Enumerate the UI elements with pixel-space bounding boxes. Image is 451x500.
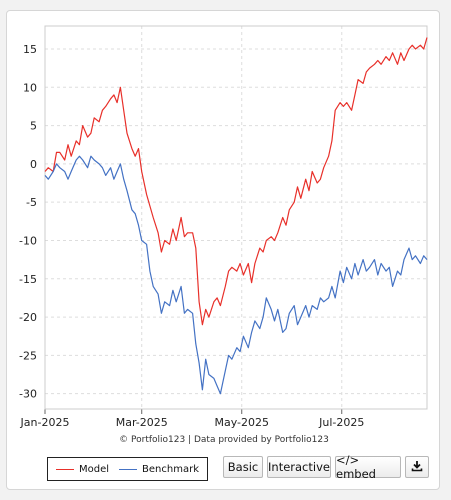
x-tick-label: Jul-2025 bbox=[318, 416, 364, 429]
x-axis: Jan-2025 Mar-2025 May-2025 Jul-2025 bbox=[20, 408, 427, 429]
y-tick-label: 0 bbox=[30, 158, 37, 171]
x-tick-label: May-2025 bbox=[214, 416, 269, 429]
y-tick-label: 10 bbox=[23, 81, 37, 94]
download-button[interactable] bbox=[405, 456, 429, 478]
y-tick-label: -10 bbox=[19, 234, 37, 247]
y-tick-label: -5 bbox=[26, 196, 37, 209]
plot-area bbox=[44, 25, 428, 410]
chart-legend[interactable]: Model Benchmark bbox=[47, 457, 208, 481]
y-tick-label: -30 bbox=[19, 388, 37, 401]
legend-label-model: Model bbox=[79, 463, 110, 475]
legend-item-model[interactable]: Model bbox=[56, 464, 109, 475]
grid bbox=[44, 26, 427, 409]
legend-swatch-benchmark bbox=[119, 468, 138, 470]
series-line-benchmark bbox=[44, 155, 428, 395]
legend-item-benchmark[interactable]: Benchmark bbox=[119, 464, 199, 475]
y-tick-label: -25 bbox=[19, 349, 37, 362]
x-tick-label: Mar-2025 bbox=[116, 416, 168, 429]
y-tick-label: -20 bbox=[19, 311, 37, 324]
x-tick-label: Jan-2025 bbox=[20, 416, 70, 429]
series-line-model bbox=[44, 37, 428, 326]
y-tick-label: 5 bbox=[30, 120, 37, 133]
y-axis: 15 10 5 0 -5 -10 -15 -20 -25 -30 bbox=[19, 43, 37, 401]
y-tick-label: -15 bbox=[19, 273, 37, 286]
legend-swatch-model bbox=[56, 468, 74, 470]
data-credit: © Portfolio123 | Data provided by Portfo… bbox=[119, 435, 329, 445]
chart-card: 15 10 5 0 -5 -10 -15 -20 -25 -30 Jan-2025 Mar-2025… bbox=[6, 10, 440, 490]
line-chart: 15 10 5 0 -5 -10 -15 -20 -25 -30 Jan-2025 Mar-2025… bbox=[19, 25, 428, 429]
embed-button[interactable]: </> embed bbox=[335, 453, 401, 481]
download-icon bbox=[411, 460, 423, 475]
series-lines bbox=[44, 37, 428, 395]
basic-button[interactable]: Basic bbox=[223, 456, 263, 478]
y-tick-label: 15 bbox=[23, 43, 37, 56]
legend-label-benchmark: Benchmark bbox=[142, 463, 199, 475]
interactive-button[interactable]: Interactive bbox=[267, 456, 331, 478]
